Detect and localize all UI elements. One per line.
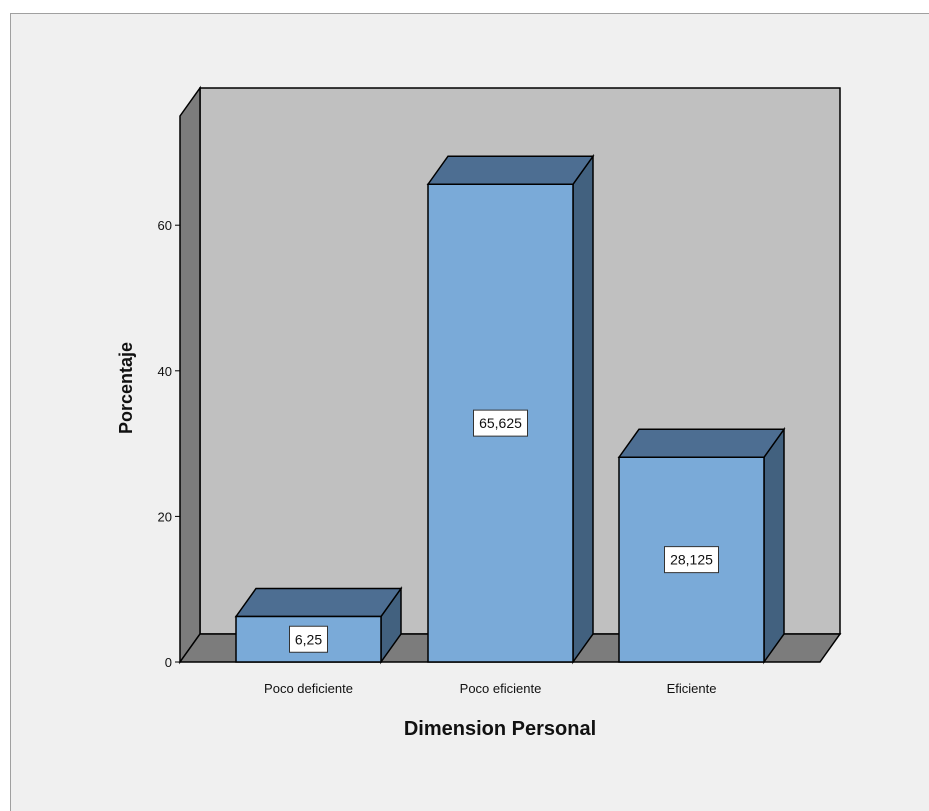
- bar-top: [234, 587, 403, 618]
- x-tick-label: Eficiente: [667, 681, 717, 696]
- y-axis-title: Porcentaje: [116, 342, 136, 434]
- bar: [617, 426, 786, 665]
- data-label-box: [473, 409, 528, 437]
- x-tick-label: Poco eficiente: [460, 681, 542, 696]
- y-tick-label: 20: [158, 509, 172, 524]
- bar-top: [617, 428, 786, 458]
- data-label-text: 6,25: [295, 631, 322, 647]
- data-label-box: [664, 546, 719, 574]
- bar-side: [572, 153, 594, 665]
- data-label-box: [289, 625, 328, 653]
- x-tick-label: Poco deficiente: [264, 681, 353, 696]
- y-tick-label: 0: [165, 655, 172, 670]
- y-tick-label: 40: [158, 364, 172, 379]
- data-label: 28,125: [664, 546, 719, 574]
- data-label: 6,25: [289, 625, 328, 653]
- bar-side: [763, 426, 785, 665]
- data-label-text: 65,625: [479, 415, 522, 431]
- bar: [234, 586, 403, 665]
- y-tick-label: 60: [158, 218, 172, 233]
- x-axis-title: Dimension Personal: [404, 718, 596, 740]
- bar: [426, 153, 595, 665]
- data-label: 65,625: [473, 409, 528, 437]
- left-wall: [179, 85, 201, 665]
- bar-top: [426, 155, 595, 185]
- data-label-text: 28,125: [670, 552, 713, 568]
